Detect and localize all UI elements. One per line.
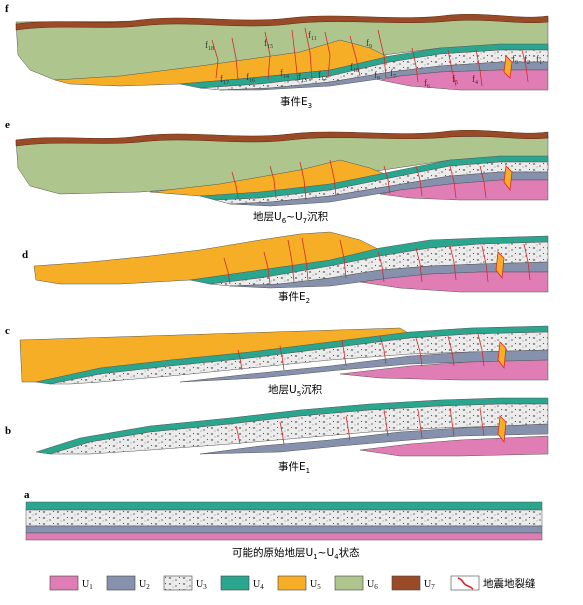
panel-a-u3 xyxy=(25,509,543,527)
panel-c-u2 xyxy=(179,349,549,383)
legend: U1 U2 U3 U4 U5 U6 U7 地震地裂缝 xyxy=(49,575,536,591)
panel-c-fissures xyxy=(237,333,485,371)
panel-f-u1 xyxy=(379,69,549,91)
svg-text:f12: f12 xyxy=(318,70,327,82)
panel-d: d 事件E2 xyxy=(22,231,549,305)
fissure-icon xyxy=(457,577,474,590)
svg-text:f6: f6 xyxy=(424,78,430,90)
legend-item-fissure: 地震地裂缝 xyxy=(450,575,536,591)
legend-item-u2: U2 xyxy=(106,575,150,591)
panel-letter-a: a xyxy=(24,489,30,501)
legend-item-u5: U5 xyxy=(277,575,321,591)
svg-text:U5: U5 xyxy=(310,579,321,591)
svg-text:f3: f3 xyxy=(512,54,518,66)
svg-text:f16: f16 xyxy=(246,72,255,84)
panel-a-u2 xyxy=(25,525,543,534)
panel-f-u2 xyxy=(219,61,549,91)
panel-f: f f18 xyxy=(5,3,549,110)
svg-text:f11: f11 xyxy=(308,30,317,42)
panel-b-u2 xyxy=(199,423,549,455)
svg-text:f8: f8 xyxy=(374,70,380,82)
panel-letter-e: e xyxy=(5,119,10,131)
panel-f-fissure-wedge xyxy=(503,55,513,79)
panel-d-fissures xyxy=(223,237,531,285)
svg-text:f17: f17 xyxy=(220,74,229,86)
legend-item-u3: U3 xyxy=(163,575,207,591)
panel-e: e 地层U6~U7沉积 xyxy=(5,119,549,225)
panel-e-caption: 地层U6~U7沉积 xyxy=(253,210,329,225)
panel-c-caption: 地层U5沉积 xyxy=(268,383,323,398)
panel-e-fissure-wedge xyxy=(503,165,513,192)
panel-f-fissures xyxy=(211,27,529,87)
svg-text:U7: U7 xyxy=(424,579,435,591)
panel-c-fissure-wedge xyxy=(497,341,507,370)
panel-d-u5 xyxy=(33,231,381,285)
panel-a: a 可能的原始地层U1~U4状态 xyxy=(24,489,543,561)
svg-text:f18: f18 xyxy=(205,40,214,52)
legend-item-u4: U4 xyxy=(220,575,264,591)
panel-letter-f: f xyxy=(5,3,9,15)
panel-c: c 地层U5沉积 xyxy=(5,325,549,398)
panel-letter-c: c xyxy=(5,325,10,337)
panel-d-fissure-wedge xyxy=(495,251,505,280)
svg-text:f5: f5 xyxy=(452,74,458,86)
svg-text:f4: f4 xyxy=(472,74,478,86)
legend-item-u1: U1 xyxy=(49,575,93,591)
panel-b-fissures xyxy=(235,407,485,445)
svg-text:f10: f10 xyxy=(350,62,359,74)
svg-text:U3: U3 xyxy=(196,579,207,591)
panel-b: b 事件E1 xyxy=(5,397,549,475)
svg-text:U2: U2 xyxy=(139,579,150,591)
panel-f-u7 xyxy=(15,14,549,31)
legend-item-u6: U6 xyxy=(334,575,378,591)
svg-text:f2: f2 xyxy=(524,54,530,66)
panel-b-u3 xyxy=(49,403,549,455)
panel-c-u1 xyxy=(339,359,549,381)
panel-letter-b: b xyxy=(5,425,11,437)
panel-a-u1 xyxy=(25,532,543,541)
svg-text:U4: U4 xyxy=(253,579,264,591)
panel-d-caption: 事件E2 xyxy=(278,290,310,305)
svg-text:U1: U1 xyxy=(82,579,93,591)
svg-text:f14: f14 xyxy=(280,68,289,80)
panel-e-u7 xyxy=(15,130,549,147)
svg-text:地震地裂缝: 地震地裂缝 xyxy=(483,577,536,590)
legend-item-u7: U7 xyxy=(391,575,435,591)
panel-b-caption: 事件E1 xyxy=(278,460,310,475)
svg-text:f15: f15 xyxy=(264,38,273,50)
panel-letter-d: d xyxy=(22,249,28,261)
svg-text:f13: f13 xyxy=(298,72,307,84)
panel-f-caption: 事件E3 xyxy=(280,95,312,110)
panel-f-fault-labels: f18 f15 f11 f9 f17 f16 f14 f13 f12 f10 f… xyxy=(205,30,542,90)
svg-text:f7: f7 xyxy=(390,68,396,80)
svg-text:f9: f9 xyxy=(366,38,372,50)
panel-a-caption: 可能的原始地层U1~U4状态 xyxy=(232,546,360,561)
panel-b-u1 xyxy=(359,435,549,457)
panel-b-fissure-wedge xyxy=(497,415,507,444)
svg-text:f1: f1 xyxy=(536,54,542,66)
panel-d-u2 xyxy=(229,261,549,289)
panel-e-fissures xyxy=(231,159,487,201)
panel-a-u4 xyxy=(25,501,543,511)
svg-text:U6: U6 xyxy=(367,579,378,591)
